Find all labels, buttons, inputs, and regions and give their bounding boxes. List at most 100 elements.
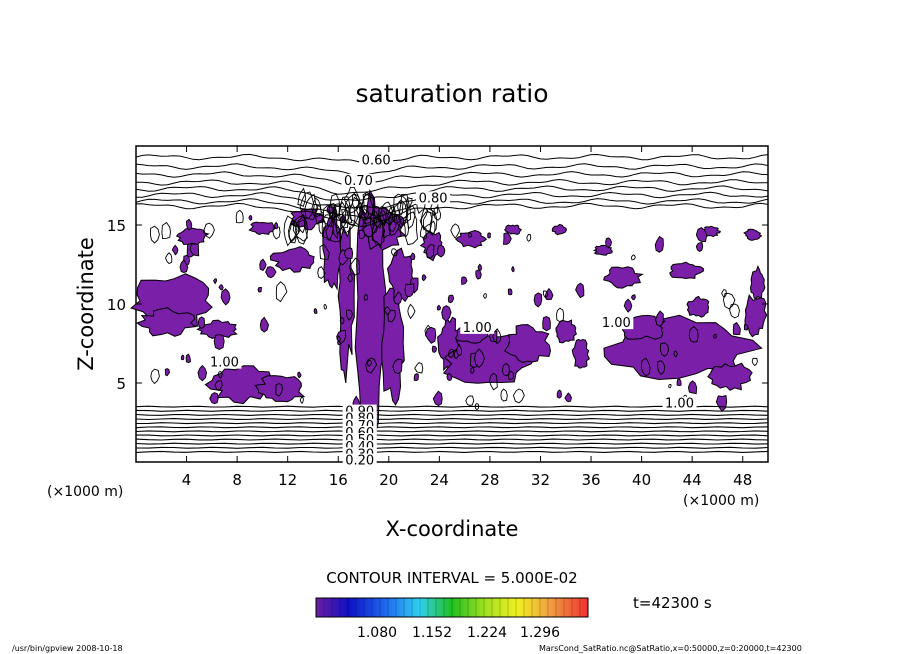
shaded-cell <box>392 358 403 375</box>
contour-line <box>135 153 769 165</box>
shaded-cell <box>365 357 378 374</box>
shaded-cell <box>630 254 636 261</box>
shaded-cell <box>161 221 171 239</box>
contour-labels: 0.600.700.801.001.001.001.000.900.800.70… <box>207 153 697 469</box>
x-tick-label: 4 <box>182 471 192 489</box>
colorbar-frame <box>315 597 589 618</box>
shaded-region <box>571 338 590 369</box>
shaded-cell <box>533 292 543 308</box>
contour-loop <box>325 213 342 243</box>
contour-loop <box>360 193 374 222</box>
colorbar-tick-label: 1.224 <box>467 625 507 641</box>
colorbar: 1.080 1.152 1.224 1.296 <box>315 597 589 641</box>
shaded-cell <box>507 288 513 296</box>
shaded-cell <box>180 354 185 361</box>
shaded-cell <box>695 226 708 242</box>
colorbar-gradient <box>316 598 588 617</box>
contour-loop <box>345 192 361 227</box>
shaded-cell <box>214 380 223 391</box>
shaded-cell <box>150 368 160 385</box>
shaded-cell <box>668 383 672 389</box>
contour-loop <box>332 223 341 240</box>
x-tick-label: 16 <box>329 471 348 489</box>
contour-label-bg <box>599 316 634 330</box>
shaded-region <box>196 319 238 340</box>
shaded-region <box>551 223 567 236</box>
contour-loop <box>393 193 409 224</box>
shaded-region <box>504 324 552 364</box>
contour-label: 1.00 <box>210 356 239 371</box>
y-tick-label: 15 <box>107 217 126 235</box>
contour-loop <box>326 193 340 220</box>
shaded-cell <box>343 247 354 259</box>
shaded-cell <box>556 307 565 323</box>
x-tick-label: 44 <box>683 471 702 489</box>
contour-label-bg <box>341 173 376 187</box>
contour-loop <box>419 224 428 240</box>
shaded-cell <box>171 244 179 256</box>
contour-label: 1.00 <box>602 316 631 331</box>
shaded-cell <box>218 284 224 291</box>
shaded-cell <box>323 303 328 310</box>
shaded-cell <box>659 342 670 357</box>
contour-loop <box>371 215 386 248</box>
x-tick-label: 8 <box>232 471 242 489</box>
x-tick-label: 48 <box>733 471 752 489</box>
contour-line <box>136 434 769 437</box>
shaded-cell <box>336 335 341 342</box>
shaded-cell <box>657 360 666 376</box>
contour-loop <box>356 202 365 219</box>
shaded-cell <box>489 372 498 391</box>
contour-loop <box>297 187 307 208</box>
shaded-cell <box>564 392 572 403</box>
x-tick-label: 28 <box>480 471 499 489</box>
contour-loop <box>311 197 322 218</box>
shaded-cell <box>186 218 193 231</box>
contour-label-bg <box>416 191 451 205</box>
contour-line <box>136 191 769 209</box>
x-tick-label: 20 <box>379 471 398 489</box>
shaded-region <box>707 362 753 391</box>
contour-label: 0.80 <box>419 191 448 206</box>
shaded-cell <box>474 348 485 369</box>
shaded-cell <box>203 222 215 239</box>
shaded-cell <box>179 259 189 273</box>
shaded-cell <box>713 333 717 339</box>
x-tick-label: 40 <box>632 471 651 489</box>
colorbar-stripes <box>323 598 581 617</box>
shaded-cell <box>461 276 468 285</box>
shaded-cell <box>197 316 205 329</box>
x-axis-ticks: 4 8 12 16 20 24 28 32 36 40 44 48 <box>182 146 752 489</box>
shaded-cell <box>477 263 482 271</box>
contour-loop <box>299 191 315 220</box>
shaded-cell <box>367 359 373 367</box>
shaded-cell <box>336 329 347 344</box>
shaded-region <box>175 227 210 246</box>
shaded-cell <box>492 328 502 345</box>
contour-loop <box>382 221 391 239</box>
shaded-region <box>555 319 578 344</box>
shaded-cell <box>390 248 398 257</box>
shaded-cell <box>197 364 208 382</box>
shaded-cell <box>470 367 475 374</box>
contour-line <box>135 446 769 449</box>
shaded-cell <box>349 257 360 276</box>
contour-loop <box>288 221 300 243</box>
shaded-cell <box>447 294 455 304</box>
shaded-cell <box>542 316 551 332</box>
contour-loop <box>351 194 360 210</box>
colorbar-tick-label: 1.080 <box>357 625 397 641</box>
contour-line <box>135 450 769 453</box>
shaded-cell <box>209 392 219 405</box>
shaded-cell <box>695 242 704 253</box>
contour-line <box>135 178 769 195</box>
contour-loop <box>375 214 383 229</box>
shaded-cell <box>640 357 651 377</box>
shaded-cell <box>526 233 532 242</box>
contour-label-bg <box>662 396 697 410</box>
shaded-cell <box>213 278 218 285</box>
shaded-cell <box>743 324 749 331</box>
contour-loop <box>419 211 433 233</box>
shaded-region <box>248 221 277 236</box>
shaded-cell <box>676 378 682 387</box>
